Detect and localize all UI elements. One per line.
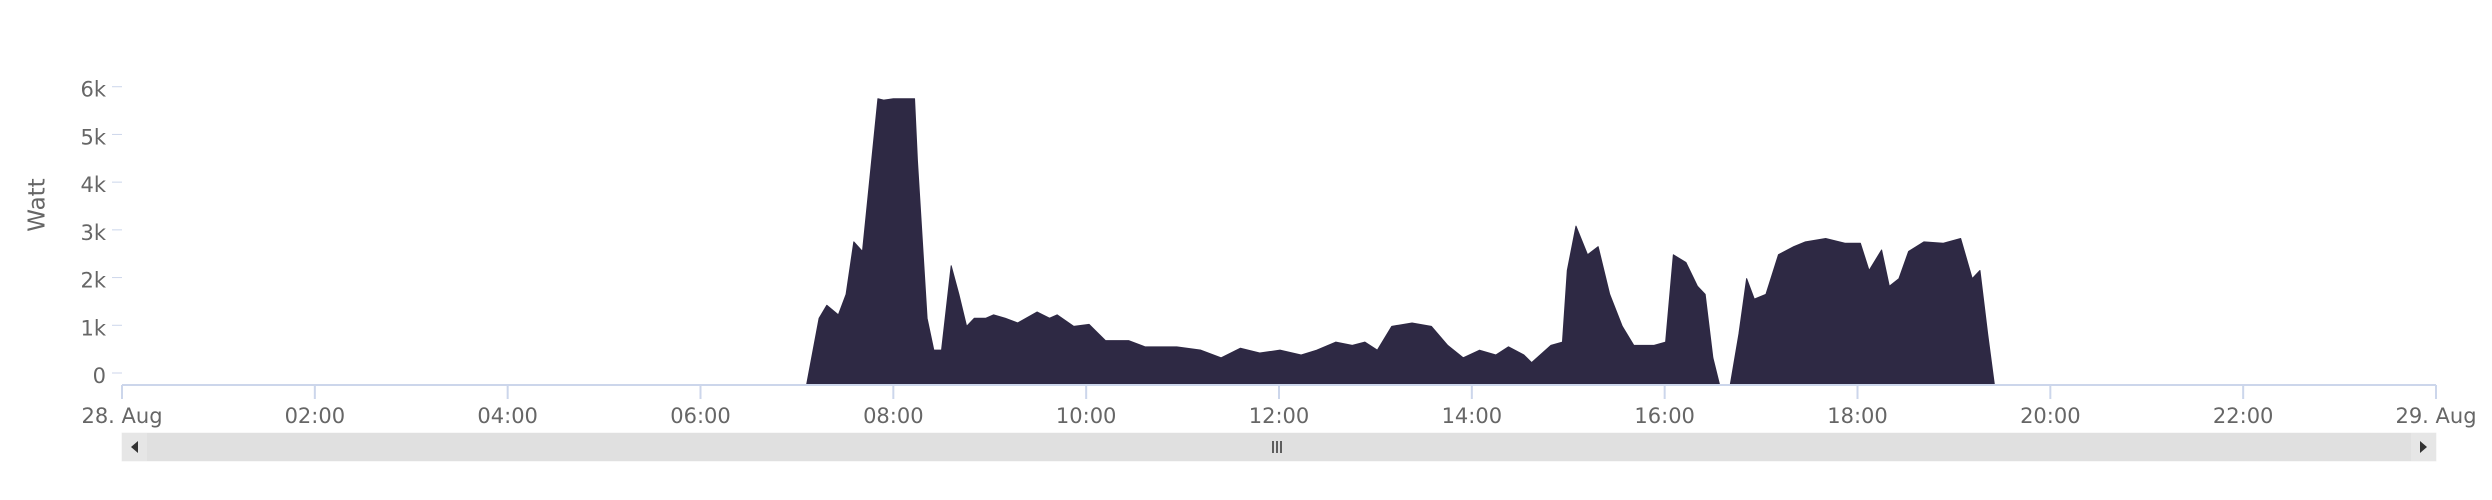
y-tick-label: 6k (80, 78, 106, 102)
x-tick-label: 14:00 (1442, 404, 1503, 428)
x-tick-label: 04:00 (477, 404, 538, 428)
y-tick-label: 5k (80, 125, 106, 149)
scrollbar[interactable] (121, 432, 2437, 462)
x-tick-label: 16:00 (1634, 404, 1695, 428)
right-arrow (2420, 441, 2427, 453)
x-tick-label: 08:00 (863, 404, 924, 428)
left-arrow (131, 441, 138, 453)
y-tick-label: 4k (80, 173, 106, 197)
y-tick-label: 1k (80, 316, 106, 340)
y-axis-label: Watt (25, 178, 51, 231)
x-tick-label: 22:00 (2213, 404, 2274, 428)
x-tick-label: 20:00 (2020, 404, 2081, 428)
y-tick-label: 3k (80, 221, 106, 245)
x-tick-label: 29. Aug (2395, 404, 2476, 428)
x-tick-label: 12:00 (1249, 404, 1310, 428)
x-tick-label: 18:00 (1827, 404, 1888, 428)
y-tick-label: 0 (93, 364, 106, 388)
y-tick-label: 2k (80, 269, 106, 293)
x-tick-label: 10:00 (1056, 404, 1117, 428)
x-tick-label: 28. Aug (81, 404, 162, 428)
x-tick-label: 02:00 (285, 404, 346, 428)
area (806, 98, 1995, 386)
scrollbar-thumb[interactable] (147, 433, 2411, 461)
scrollbar-grip (1272, 441, 1282, 453)
x-tick-label: 06:00 (670, 404, 731, 428)
